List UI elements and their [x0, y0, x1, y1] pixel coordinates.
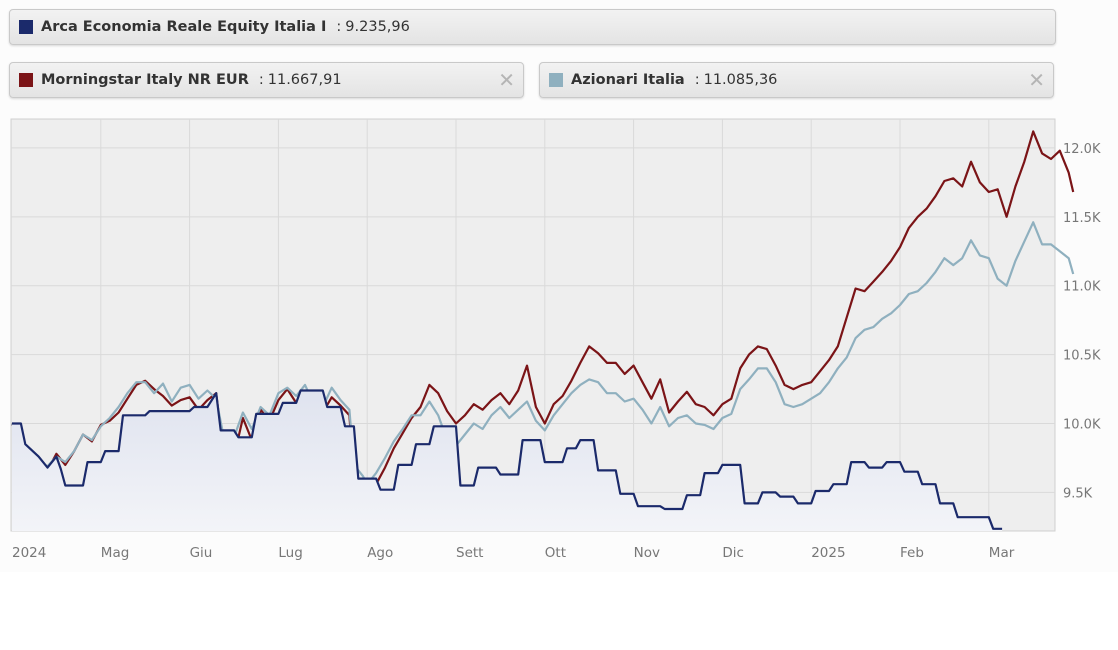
legend-value: 9.235,96 [345, 19, 410, 35]
legend-separator: : [258, 72, 264, 88]
close-icon[interactable]: ✕ [1028, 68, 1045, 92]
x-tick-label: Mar [989, 545, 1015, 561]
legend-item-category: Azionari Italia : 11.085,36 ✕ [539, 62, 1054, 98]
y-tick-label: 11.5K [1063, 211, 1101, 226]
x-tick-label: Mag [101, 545, 130, 561]
x-tick-label: Feb [900, 545, 924, 561]
line-chart: 9.5K 10.0K 10.5K 11.0K 11.5K 12.0K 2024 Mag Giu L… [10, 118, 1101, 561]
chart-widget: Arca Economia Reale Equity Italia I : 9.… [9, 9, 1101, 561]
legend-item-index: Morningstar Italy NR EUR : 11.667,91 ✕ [9, 62, 524, 98]
legend-name: Morningstar Italy NR EUR [41, 72, 249, 88]
series-area [12, 390, 1003, 531]
y-tick-label: 9.5K [1063, 486, 1093, 501]
x-tick-label: Giu [190, 545, 213, 561]
x-tick-label: Sett [456, 545, 483, 561]
legend-separator: : [336, 19, 342, 35]
legend-swatch [549, 73, 563, 87]
x-tick-label: Lug [278, 545, 302, 561]
legend-swatch [19, 73, 33, 87]
y-tick-label: 10.0K [1063, 418, 1101, 433]
legend-value: 11.667,91 [267, 72, 342, 88]
y-tick-label: 11.0K [1063, 280, 1101, 295]
y-tick-label: 10.5K [1063, 349, 1101, 364]
legend-separator: : [694, 72, 700, 88]
x-tick-label: 2025 [811, 545, 845, 561]
x-tick-label: Ago [367, 545, 393, 561]
x-tick-label: Dic [722, 545, 744, 561]
legend-item-fund: Arca Economia Reale Equity Italia I : 9.… [9, 9, 1056, 45]
series-line [11, 221, 1075, 486]
legend-swatch [19, 20, 33, 34]
legend-value: 11.085,36 [703, 72, 778, 88]
y-tick-label: 12.0K [1063, 142, 1101, 157]
series-line [12, 389, 1003, 530]
x-tick-label: 2024 [12, 545, 46, 561]
close-icon[interactable]: ✕ [498, 68, 515, 92]
series-line [11, 130, 1075, 511]
x-tick-label: Ott [545, 545, 566, 561]
legend-name: Azionari Italia [571, 72, 685, 88]
x-tick-label: Nov [634, 545, 660, 561]
legend-name: Arca Economia Reale Equity Italia I [41, 19, 327, 35]
